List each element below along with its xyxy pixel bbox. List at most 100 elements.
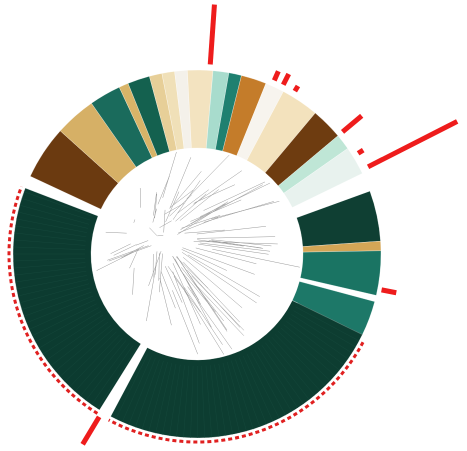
tree-branch [110, 243, 131, 254]
tree-branch [176, 256, 228, 332]
tree-branch [96, 249, 140, 271]
tree-branch [193, 241, 278, 245]
tree-branch [165, 191, 180, 223]
leaf-divider [291, 314, 353, 354]
tree-branch [182, 257, 243, 309]
leaf-divider [16, 275, 88, 290]
tree-branch [135, 240, 149, 246]
leaf-divider [16, 218, 88, 233]
leaf-divider [297, 302, 363, 335]
leaf-divider [295, 306, 360, 342]
leaf-divider [15, 270, 87, 283]
leaf-divider [265, 342, 310, 400]
tree-branch [113, 244, 137, 256]
tree-branch [173, 171, 202, 204]
leaf-divider [176, 365, 185, 437]
leaf-divider [29, 299, 95, 330]
leaf-divider [254, 349, 292, 412]
clade-segment [110, 300, 363, 439]
tree-branch [198, 243, 269, 255]
leaf-divider [55, 325, 111, 372]
leaf-divider [274, 334, 326, 387]
tree-branch [182, 247, 255, 275]
tree-branch [132, 267, 135, 295]
tree-area [92, 149, 302, 359]
tree-branch [194, 184, 235, 203]
tree-branch [176, 255, 228, 331]
tree-branch [172, 263, 201, 325]
radial-bar [356, 148, 365, 156]
radial-bar [381, 287, 397, 296]
tree-branch [159, 253, 163, 293]
leaf-divider [35, 307, 99, 343]
leaf-divider [46, 318, 106, 361]
tree-branch [177, 203, 226, 235]
tree-branch [197, 239, 244, 247]
leaf-divider [128, 357, 156, 425]
leaf-divider [64, 331, 117, 382]
leaf-divider [97, 348, 137, 409]
tree-branch [181, 252, 257, 304]
radial-bar [80, 415, 102, 446]
leaf-divider [32, 303, 97, 336]
leaf-divider [17, 279, 89, 297]
leaf-divider [250, 352, 286, 416]
leaf-divider [201, 365, 205, 438]
leaf-divider [239, 357, 267, 425]
tree-branch [133, 219, 136, 223]
clade-segment [283, 148, 363, 208]
tree-branch [139, 188, 141, 208]
tree-branch [183, 261, 240, 323]
tree-branch [193, 170, 242, 205]
tree-branch [146, 264, 157, 322]
tree-branch [160, 271, 176, 309]
tree-branch [186, 154, 230, 199]
leaf-divider [121, 356, 152, 423]
radial-bar [340, 113, 364, 134]
leaf-divider [26, 295, 94, 324]
tree-branch [183, 287, 223, 345]
leaf-divider [222, 362, 240, 434]
tree-branch [186, 269, 241, 328]
tree-branch [195, 247, 257, 265]
leaf-divider [148, 362, 168, 432]
tree-branch [199, 182, 271, 217]
radial-bar [366, 119, 459, 170]
tree-branch [190, 184, 263, 225]
tree-branch [203, 181, 266, 211]
tree-branch [196, 226, 266, 235]
leaf-divider [91, 345, 133, 405]
leaf-divider [214, 364, 226, 436]
tree-branch [169, 189, 194, 208]
leaf-divider [74, 337, 123, 392]
radial-bar [271, 70, 281, 82]
tree-branch [178, 217, 219, 234]
leaf-divider [271, 337, 321, 391]
tree-branch [154, 193, 158, 219]
tree-branch [154, 251, 158, 275]
leaf-divider [183, 365, 189, 438]
tree-branch [197, 236, 276, 239]
leaf-divider [246, 354, 280, 419]
leaf-divider [115, 354, 148, 420]
leaf-divider [80, 340, 127, 397]
tree-branch [159, 277, 172, 326]
tree-branch [172, 256, 201, 305]
radial-bar [292, 84, 301, 93]
tree-branch [184, 229, 225, 234]
radial-bar [281, 72, 291, 86]
tree-branch [121, 245, 144, 259]
leaf-divider [14, 232, 86, 242]
leaf-divider [38, 311, 101, 349]
leaf-divider [21, 198, 91, 221]
tree-branch [187, 254, 260, 297]
tree-branch [157, 235, 164, 237]
tree-branch [172, 180, 201, 220]
tree-branch [175, 256, 209, 289]
leaf-divider [50, 321, 109, 366]
leaf-divider [23, 191, 92, 217]
leaf-divider [15, 225, 87, 238]
leaf-divider [85, 343, 130, 401]
leaf-divider [210, 365, 219, 437]
tree-branch [163, 209, 166, 233]
